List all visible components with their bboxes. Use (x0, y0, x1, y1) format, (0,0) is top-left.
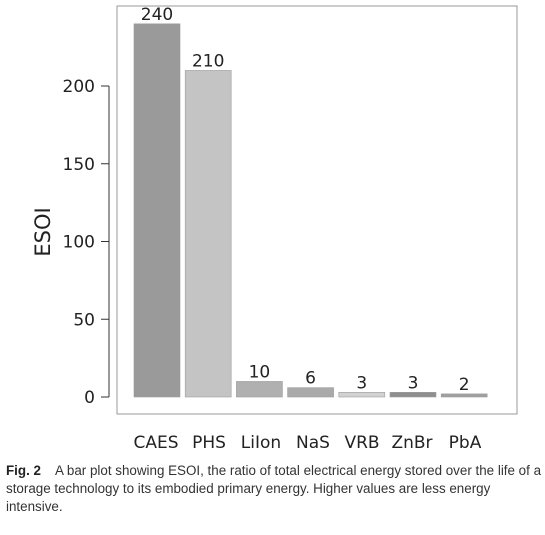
y-tick-label: 150 (63, 155, 95, 175)
x-tick-label: PbA (449, 433, 482, 453)
figure-label: Fig. 2 (6, 463, 41, 478)
x-tick-label: VRB (344, 433, 379, 453)
bar-value-label: 3 (408, 373, 419, 393)
x-tick-label: CAES (133, 433, 178, 453)
y-axis-label: ESOI (31, 207, 55, 256)
bar-value-label: 10 (249, 362, 271, 382)
plot-frame (116, 5, 518, 415)
bar-znbr (389, 392, 437, 398)
esoi-bar-chart: 0 50 100 150 200 ESOI 240 210 10 6 3 3 2 CAES PHS Li… (31, 5, 518, 453)
x-axis-ticks: CAES PHS LiIon NaS VRB ZnBr PbA (133, 433, 481, 453)
caption-text: A bar plot showing ESOI, the ratio of to… (6, 463, 542, 514)
x-tick-label: LiIon (241, 433, 281, 453)
bars: 240 210 10 6 3 3 2 (133, 5, 488, 398)
y-axis-ticks: 0 50 100 150 200 (63, 77, 109, 408)
bar-phs (184, 70, 232, 398)
y-tick-label: 100 (63, 233, 95, 253)
bar-pba (440, 393, 488, 398)
bar-value-label: 240 (141, 5, 173, 25)
bar-nas (287, 387, 334, 398)
bar-value-label: 2 (459, 375, 470, 395)
y-tick-label: 200 (63, 77, 95, 97)
y-tick-label: 0 (84, 388, 95, 408)
bar-caes (133, 23, 181, 398)
x-tick-label: PHS (192, 433, 226, 453)
bar-liion (236, 381, 283, 398)
y-tick-label: 50 (73, 310, 95, 330)
bar-value-label: 3 (356, 373, 367, 393)
bar-value-label: 210 (192, 51, 224, 71)
bar-vrb (338, 392, 386, 398)
x-tick-label: ZnBr (391, 433, 432, 453)
x-tick-label: NaS (296, 433, 330, 453)
bar-value-label: 6 (305, 369, 316, 389)
